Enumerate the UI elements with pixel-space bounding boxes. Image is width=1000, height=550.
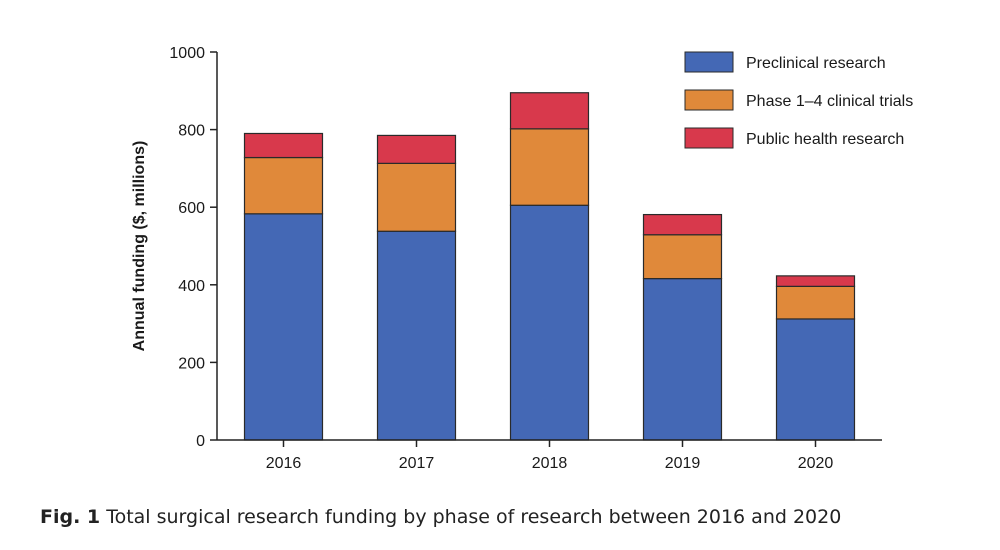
x-tick-label: 2020 bbox=[798, 455, 834, 472]
x-ticks-group: 2016 2017 2018 2019 2020 bbox=[266, 440, 834, 472]
bar-2019-series-0 bbox=[642, 277, 723, 441]
bar-2016-series-2 bbox=[243, 132, 324, 159]
bar-2020-series-2 bbox=[775, 275, 856, 287]
y-tick-label: 800 bbox=[178, 123, 205, 140]
y-tick-label: 600 bbox=[178, 200, 205, 217]
x-tick-label: 2019 bbox=[665, 455, 701, 472]
bar-2017-series-0 bbox=[376, 230, 457, 441]
bar-2019-series-1 bbox=[642, 234, 723, 280]
legend-label: Preclinical research bbox=[746, 55, 886, 72]
y-tick-label: 0 bbox=[196, 433, 205, 450]
x-tick-label: 2016 bbox=[266, 455, 302, 472]
bar-2017-series-2 bbox=[376, 134, 457, 164]
bar-2020-series-1 bbox=[775, 285, 856, 320]
figure-caption-text: Total surgical research funding by phase… bbox=[106, 506, 842, 528]
legend-swatch bbox=[684, 89, 734, 111]
legend-swatch bbox=[684, 51, 734, 73]
bar-2018-series-1 bbox=[509, 128, 590, 206]
bar-2018-series-2 bbox=[509, 92, 590, 130]
legend-swatch bbox=[684, 127, 734, 149]
legend-label: Public health research bbox=[746, 131, 904, 148]
bar-2020-series-0 bbox=[775, 318, 856, 441]
bar-2016-series-1 bbox=[243, 156, 324, 215]
y-ticks-group: 0 200 400 600 800 1000 bbox=[169, 45, 217, 450]
figure-label: Fig. 1 bbox=[40, 506, 101, 528]
figure-caption: Fig. 1 Total surgical research funding b… bbox=[40, 506, 841, 528]
x-tick-label: 2017 bbox=[399, 455, 435, 472]
y-tick-label: 1000 bbox=[169, 45, 205, 62]
y-tick-label: 200 bbox=[178, 355, 205, 372]
y-tick-label: 400 bbox=[178, 278, 205, 295]
bars-group bbox=[243, 92, 856, 441]
bar-2016-series-0 bbox=[243, 213, 324, 441]
x-tick-label: 2018 bbox=[532, 455, 568, 472]
bar-2019-series-2 bbox=[642, 213, 723, 236]
bar-2017-series-1 bbox=[376, 162, 457, 232]
legend: Preclinical research Phase 1–4 clinical t… bbox=[684, 51, 913, 149]
bar-2018-series-0 bbox=[509, 204, 590, 441]
legend-label: Phase 1–4 clinical trials bbox=[746, 93, 913, 110]
y-axis-label: Annual funding ($, millions) bbox=[131, 141, 148, 352]
